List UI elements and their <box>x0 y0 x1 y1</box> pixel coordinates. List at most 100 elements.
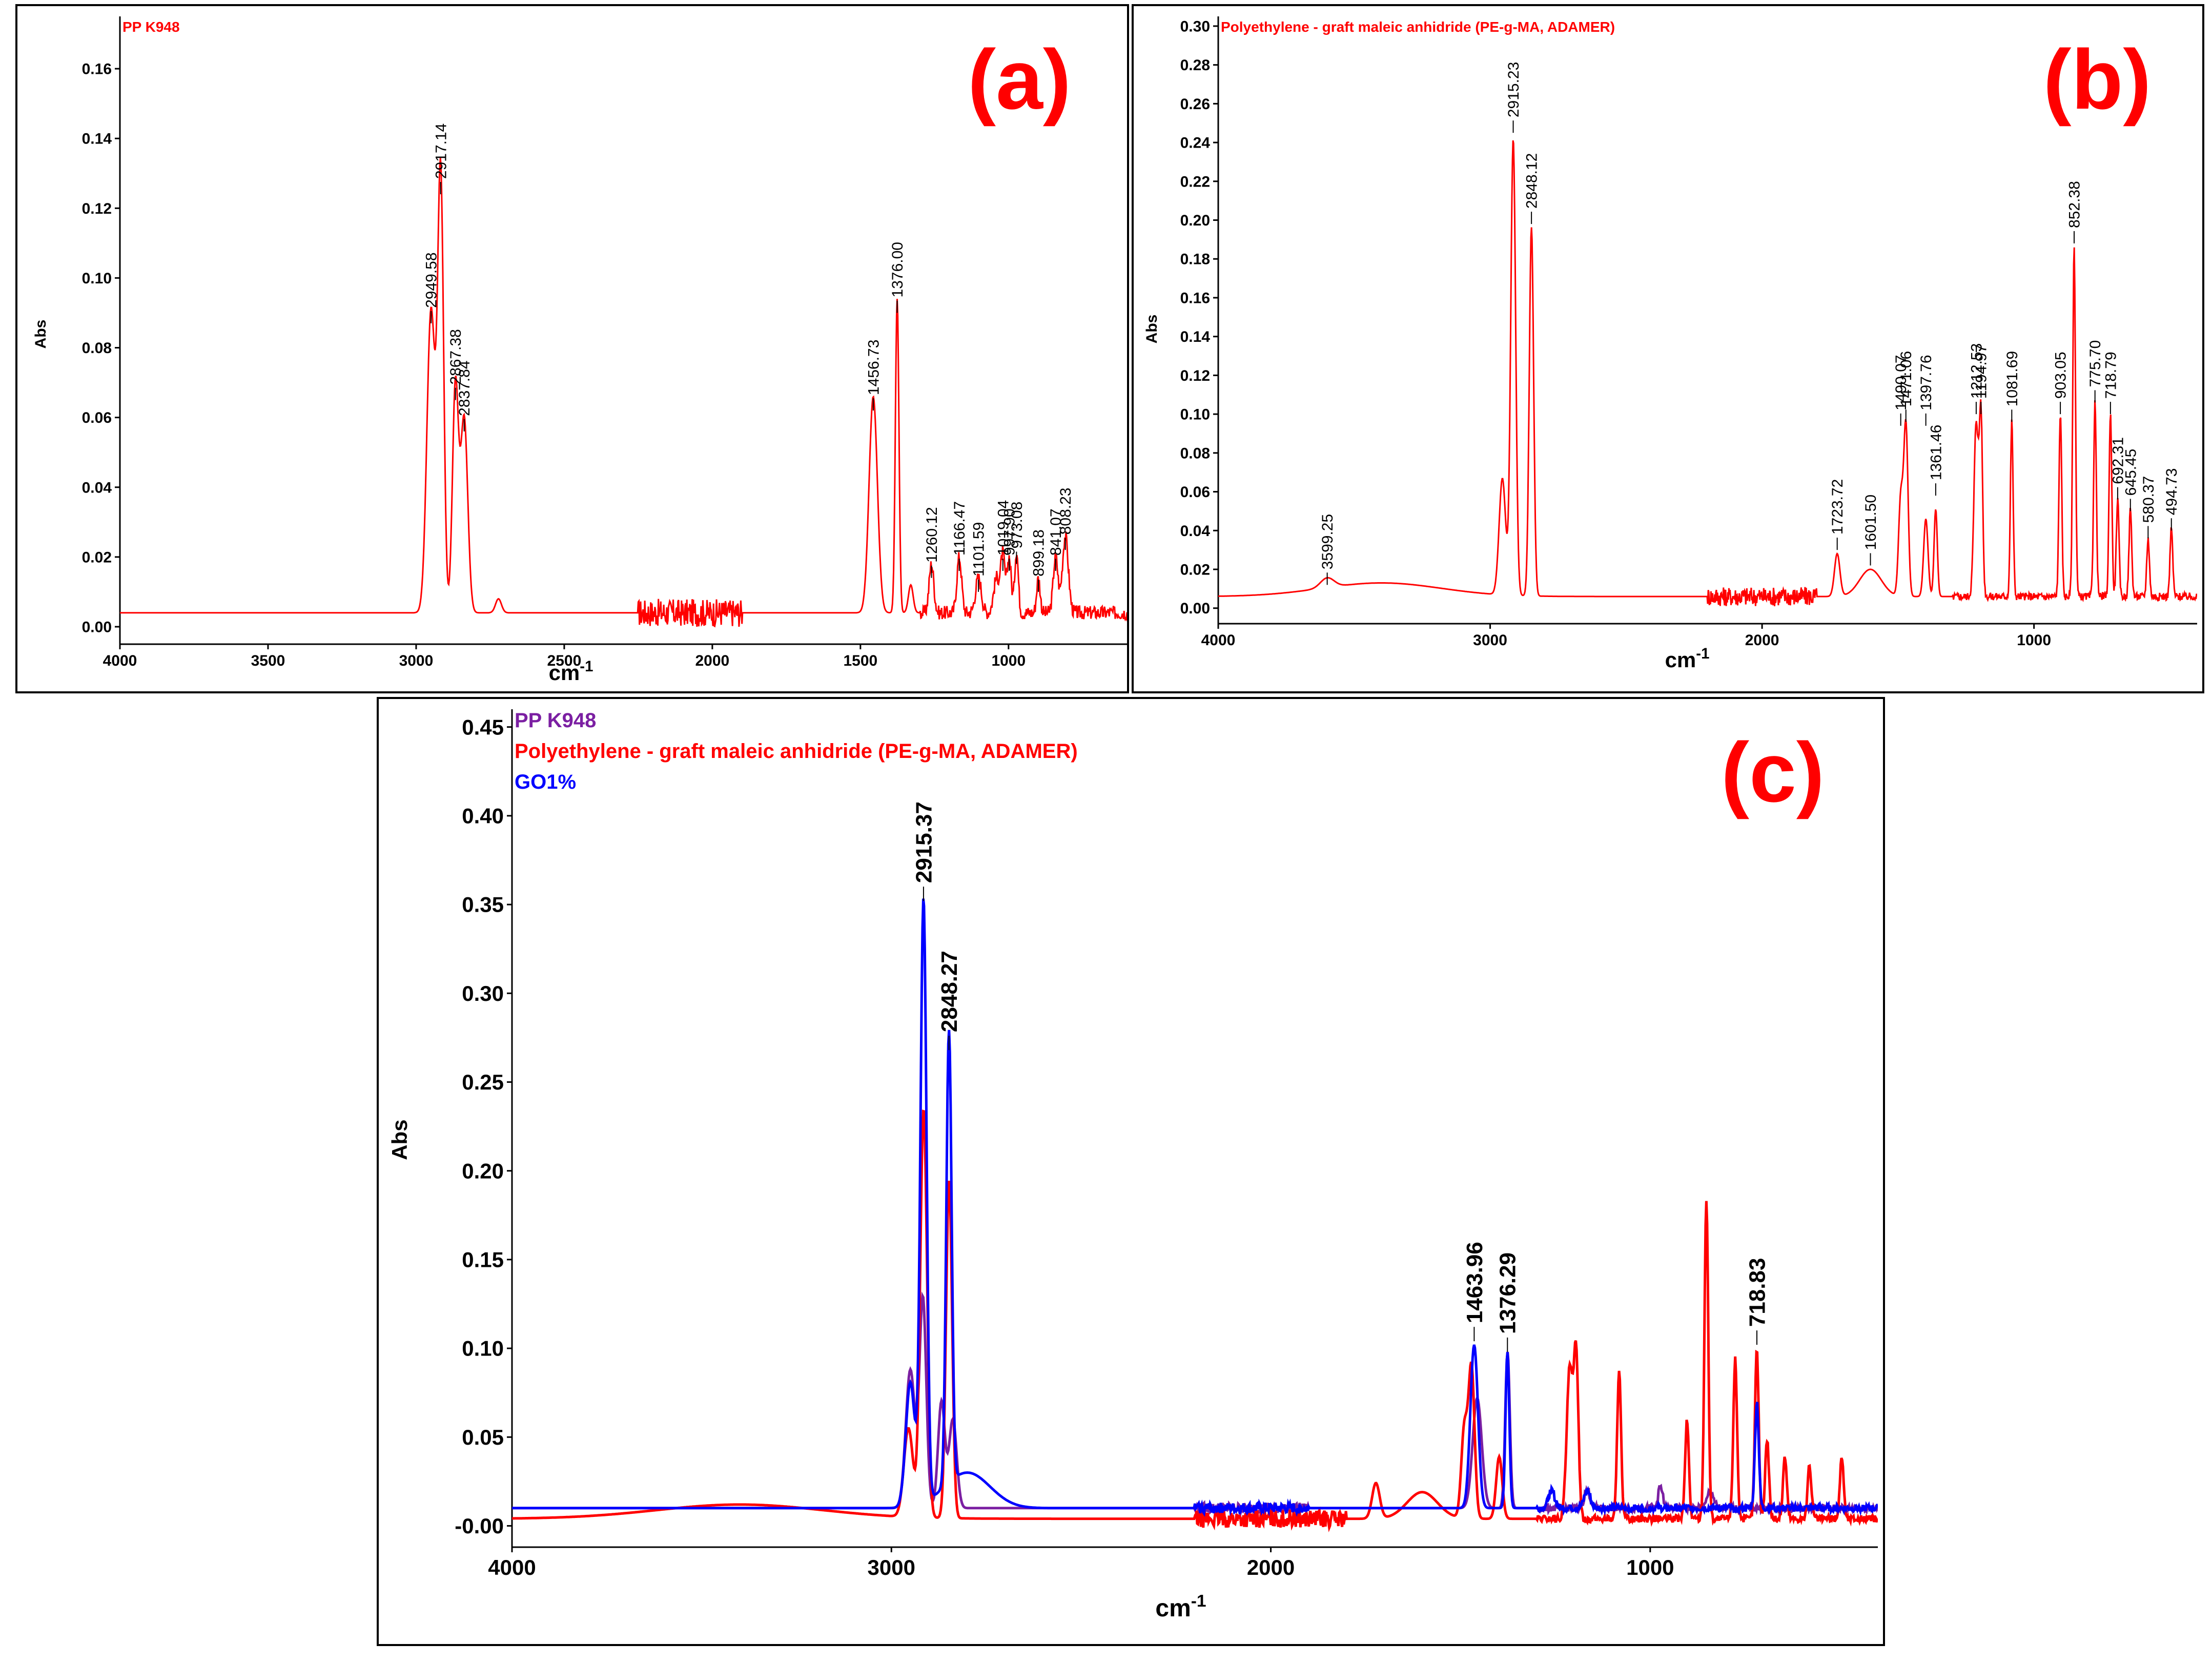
y-tick-label: 0.14 <box>82 131 112 148</box>
peak-label: 2848.27 <box>937 951 962 1032</box>
peak-label: 903.05 <box>2053 352 2070 399</box>
peak-label: 1471.06 <box>1898 351 1915 406</box>
y-axis-label: Abs <box>32 320 49 349</box>
chart-c-svg: -0.00 0.05 0.10 0.15 0.20 0.25 0.30 0.35 0.40 0.4… <box>387 709 1878 1622</box>
y-axis-label: Abs <box>1143 315 1160 344</box>
peak-label: 1490.07 <box>1893 355 1910 410</box>
peak-label: 2949.58 <box>423 252 440 307</box>
y-tick-label: 0.20 <box>462 1159 504 1183</box>
y-tick-label: 0.24 <box>1180 135 1211 152</box>
x-axis-label: cm-1 <box>549 658 593 685</box>
panel-tag: (a) <box>968 32 1071 127</box>
peak-label: 1601.50 <box>1862 495 1879 550</box>
y-axis-label: Abs <box>387 1119 412 1160</box>
y-tick-label: 0.30 <box>1180 18 1210 35</box>
peak-label: 2915.23 <box>1505 62 1522 117</box>
peak-label: 1463.96 <box>1462 1242 1487 1323</box>
y-tick-label: -0.00 <box>455 1514 504 1538</box>
peak-label: 973.08 <box>1009 502 1026 549</box>
legend-entry: Polyethylene - graft maleic anhidride (P… <box>515 740 1078 763</box>
peak-label: 852.38 <box>2066 181 2083 228</box>
peak-label: 2915.37 <box>911 802 936 883</box>
chart-panel-a: 0.00 0.02 0.04 0.06 0.08 0.10 0.12 0.14 0.16 4000… <box>15 4 1129 693</box>
peak-label: 1397.76 <box>1918 355 1935 410</box>
peak-label: 1212.53 <box>1968 343 1985 399</box>
y-tick-label: 0.25 <box>462 1070 504 1094</box>
y-tick-label: 0.10 <box>82 270 112 287</box>
peak-label: 1019.04 <box>995 500 1012 556</box>
x-tick-label: 3000 <box>399 652 434 669</box>
series-line <box>512 1110 1878 1532</box>
legend-entry: PP K948 <box>515 709 596 732</box>
x-tick-label: 2000 <box>1745 632 1779 649</box>
peak-label: 1376.00 <box>889 242 906 297</box>
legend-entry: PP K948 <box>122 19 180 35</box>
peak-label: 718.83 <box>1745 1258 1770 1327</box>
legend-entry: GO1% <box>515 771 576 793</box>
peak-label: 775.70 <box>2087 340 2104 387</box>
y-tick-label: 0.28 <box>1180 57 1210 74</box>
x-tick-label: 1000 <box>2017 632 2051 649</box>
x-tick-label: 4000 <box>103 652 137 669</box>
y-tick-label: 0.16 <box>1180 290 1210 306</box>
series-line <box>512 1291 1878 1517</box>
y-tick-label: 0.30 <box>462 981 504 1005</box>
y-tick-label: 0.35 <box>462 893 504 917</box>
series-line <box>120 158 1127 628</box>
peak-label: 1101.59 <box>971 522 988 577</box>
peak-label: 899.18 <box>1031 529 1048 577</box>
legend-entry: Polyethylene - graft maleic anhidride (P… <box>1221 19 1615 35</box>
x-tick-label: 2500 <box>547 652 582 669</box>
peak-label: 1376.29 <box>1496 1252 1521 1334</box>
x-tick-label: 3000 <box>1473 632 1507 649</box>
series-line <box>1218 140 2197 606</box>
y-tick-label: 0.06 <box>82 409 112 426</box>
chart-panel-b: 0.00 0.02 0.04 0.06 0.08 0.10 0.12 0.14 0.16 0.18… <box>1132 4 2204 693</box>
x-tick-label: 4000 <box>488 1555 536 1579</box>
chart-a-svg: 0.00 0.02 0.04 0.06 0.08 0.10 0.12 0.14 0.16 4000… <box>32 16 1127 685</box>
x-axis-label: cm-1 <box>1155 1592 1206 1622</box>
x-tick-label: 1000 <box>991 652 1026 669</box>
peak-label: 1166.47 <box>951 501 968 556</box>
y-tick-label: 0.06 <box>1180 484 1210 501</box>
peak-label: 2848.12 <box>1524 153 1541 209</box>
peak-label: 1260.12 <box>924 507 940 562</box>
y-tick-label: 0.16 <box>82 61 112 78</box>
y-tick-label: 0.40 <box>462 804 504 828</box>
y-tick-label: 0.12 <box>1180 367 1210 384</box>
y-tick-label: 0.04 <box>1180 523 1211 540</box>
x-axis-label: cm-1 <box>1665 645 1710 672</box>
peak-label: 841.07 <box>1048 508 1064 556</box>
panel-tag: (c) <box>1721 725 1825 819</box>
chart-panel-c: -0.00 0.05 0.10 0.15 0.20 0.25 0.30 0.35 0.40 0.4… <box>377 697 1885 1646</box>
peak-label: 718.79 <box>2102 352 2119 399</box>
x-tick-label: 2000 <box>695 652 730 669</box>
peak-label: 997.90 <box>1001 508 1018 556</box>
peak-label: 692.31 <box>2109 437 2126 484</box>
peak-label: 3599.25 <box>1319 514 1336 569</box>
peak-label: 645.45 <box>2122 449 2139 496</box>
peak-label: 2837.84 <box>456 360 473 416</box>
peak-label: 1456.73 <box>865 340 882 395</box>
y-tick-label: 0.45 <box>462 715 504 739</box>
x-tick-label: 3500 <box>251 652 285 669</box>
x-tick-label: 1500 <box>843 652 877 669</box>
y-tick-label: 0.26 <box>1180 96 1210 113</box>
y-tick-label: 0.10 <box>1180 406 1210 423</box>
peak-label: 1361.46 <box>1928 425 1944 480</box>
y-tick-label: 0.22 <box>1180 173 1210 190</box>
y-tick-label: 0.04 <box>82 479 112 496</box>
y-tick-label: 0.14 <box>1180 328 1211 345</box>
peak-label: 1081.69 <box>2004 351 2021 406</box>
y-tick-label: 0.08 <box>82 340 112 357</box>
x-tick-label: 4000 <box>1201 632 1236 649</box>
y-tick-label: 0.05 <box>462 1425 504 1449</box>
y-tick-label: 0.08 <box>1180 445 1210 462</box>
y-tick-label: 0.15 <box>462 1248 504 1272</box>
chart-b-svg: 0.00 0.02 0.04 0.06 0.08 0.10 0.12 0.14 0.16 0.18… <box>1143 16 2197 672</box>
peak-label: 808.23 <box>1057 487 1074 535</box>
y-tick-label: 0.00 <box>82 619 112 635</box>
y-tick-label: 0.10 <box>462 1337 504 1361</box>
panel-tag: (b) <box>2043 32 2152 127</box>
y-tick-label: 0.20 <box>1180 212 1210 229</box>
